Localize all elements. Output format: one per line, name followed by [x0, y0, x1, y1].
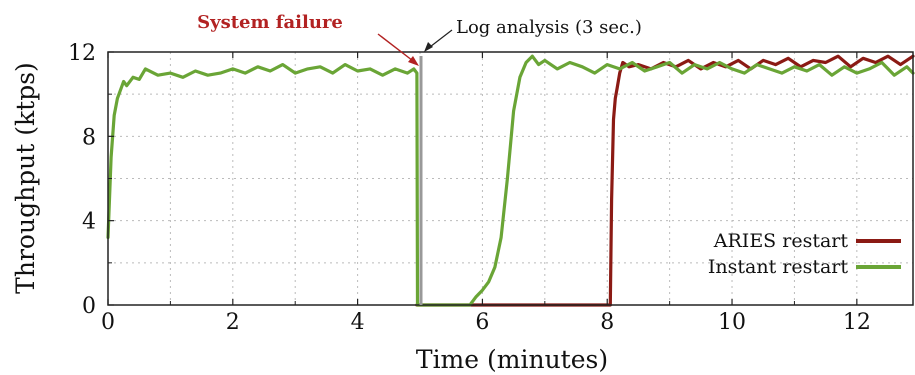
x-tick-label: 0	[101, 310, 115, 335]
x-tick-label: 8	[600, 310, 614, 335]
x-tick-label: 6	[475, 310, 489, 335]
x-tick-label: 10	[718, 310, 746, 335]
log-analysis-annotation: Log analysis (3 sec.)	[456, 17, 642, 38]
series-line-aries	[415, 54, 915, 307]
legend-label-aries: ARIES restart	[713, 230, 849, 252]
y-tick-label: 8	[82, 125, 96, 150]
system-failure-arrowhead	[408, 56, 419, 66]
y-tick-label: 4	[82, 210, 96, 235]
x-tick-label: 12	[843, 310, 871, 335]
series-line-instant	[106, 54, 915, 307]
x-axis-label: Time (minutes)	[416, 345, 608, 374]
y-axis-label: Throughput (ktps)	[11, 62, 40, 294]
x-tick-label: 2	[226, 310, 240, 335]
legend-label-instant: Instant restart	[708, 256, 848, 278]
x-tick-label: 4	[351, 310, 365, 335]
axis-ticks: 0 2 4 6 8 10 12 0 4 8 12	[68, 41, 871, 335]
legend: ARIES restart Instant restart	[708, 230, 901, 278]
annotations: System failure Log analysis (3 sec.)	[197, 12, 642, 305]
y-tick-label: 0	[82, 294, 96, 319]
plot-lines	[106, 54, 915, 307]
y-tick-label: 12	[68, 41, 96, 66]
system-failure-annotation: System failure	[197, 12, 343, 33]
log-analysis-arrowhead	[424, 42, 433, 52]
